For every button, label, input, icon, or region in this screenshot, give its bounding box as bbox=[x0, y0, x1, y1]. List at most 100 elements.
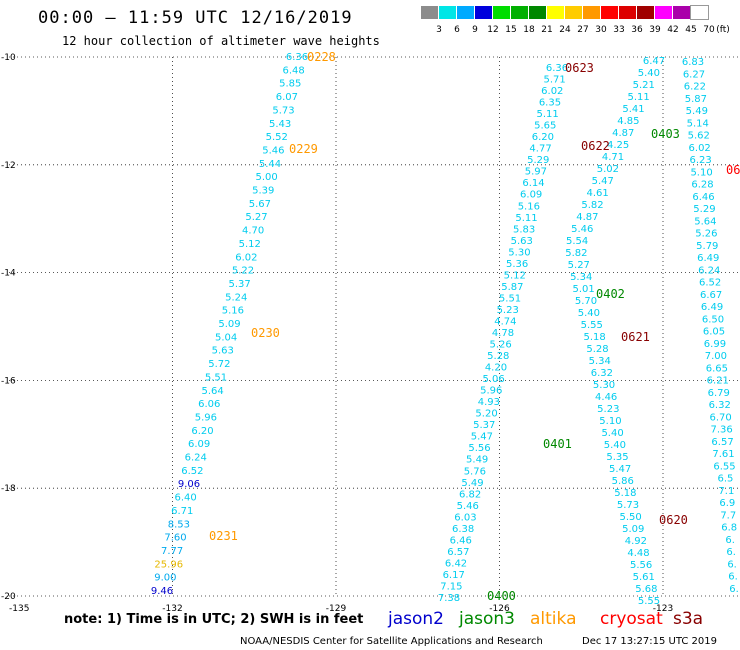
wave-height-label: 7.15 bbox=[440, 581, 462, 592]
wave-height-label: 6.32 bbox=[591, 368, 613, 379]
latitude-tick-label: -18 bbox=[1, 484, 16, 494]
wave-height-label: 5.26 bbox=[490, 340, 512, 351]
wave-height-label: 6.55 bbox=[713, 461, 735, 472]
wave-height-label: 5.41 bbox=[622, 104, 644, 115]
wave-height-label: 5.29 bbox=[527, 155, 549, 166]
map-subtitle: 12 hour collection of altimeter wave hei… bbox=[62, 34, 380, 48]
legend-swatch bbox=[511, 6, 528, 19]
wave-height-label: 5.06 bbox=[482, 374, 504, 385]
wave-height-label: 6.47 bbox=[643, 56, 665, 67]
wave-height-label: 5.26 bbox=[695, 229, 717, 240]
wave-height-label: 4.25 bbox=[607, 140, 629, 151]
wave-height-label: 6.46 bbox=[450, 535, 472, 546]
wave-height-label: 6.67 bbox=[700, 290, 722, 301]
legend-jason3: jason3 bbox=[459, 609, 515, 629]
wave-height-label: 5.01 bbox=[572, 284, 594, 295]
legend-level-label: 36 bbox=[631, 25, 643, 35]
legend-level-label: 15 bbox=[505, 25, 517, 35]
wave-height-label: 4.92 bbox=[625, 536, 647, 547]
wave-height-label: 4.85 bbox=[617, 116, 639, 127]
wave-height-label: 5.21 bbox=[633, 80, 655, 91]
wave-height-label: 5.16 bbox=[222, 306, 244, 317]
wave-height-label: 6.17 bbox=[443, 570, 465, 581]
wave-height-label: 5.27 bbox=[245, 212, 267, 223]
wave-height-label: 4.93 bbox=[478, 397, 500, 408]
wave-height-label: 5.87 bbox=[501, 282, 523, 293]
wave-height-label: 4.71 bbox=[602, 152, 624, 163]
legend-swatch bbox=[655, 6, 672, 19]
wave-height-label: 6.20 bbox=[191, 426, 213, 437]
wave-height-label: 6.35 bbox=[539, 98, 561, 109]
pass-time-label: 0230 bbox=[251, 326, 280, 340]
pass-time-label: 0622 bbox=[581, 139, 610, 153]
wave-height-label: 6. bbox=[728, 572, 738, 583]
legend-swatch bbox=[547, 6, 564, 19]
legend-swatch bbox=[601, 6, 618, 19]
legend-level-label: 42 bbox=[667, 25, 679, 35]
wave-height-label: 6.02 bbox=[235, 252, 257, 263]
wave-height-label: 5.97 bbox=[525, 167, 547, 178]
legend-swatch bbox=[457, 6, 474, 19]
legend-level-label: 24 bbox=[559, 25, 571, 35]
wave-height-label: 5.10 bbox=[599, 416, 621, 427]
pass-time-label: 0620 bbox=[659, 513, 688, 527]
wave-height-label: 5.83 bbox=[513, 224, 535, 235]
wave-height-label: 5.30 bbox=[593, 380, 615, 391]
legend-level-label: 30 bbox=[595, 25, 607, 35]
wave-height-label: 5.44 bbox=[259, 159, 281, 170]
wave-height-label: 5.47 bbox=[609, 464, 631, 475]
wave-height-label: 5.54 bbox=[566, 236, 588, 247]
wave-height-label: 6.57 bbox=[447, 547, 469, 558]
wave-height-label: 5.18 bbox=[584, 332, 606, 343]
wave-height-label: 7.77 bbox=[161, 546, 183, 557]
wave-height-label: 5.68 bbox=[635, 584, 657, 595]
pass-time-label: 0401 bbox=[543, 437, 572, 451]
wave-height-label: 5.34 bbox=[589, 356, 611, 367]
wave-height-label: 6.07 bbox=[276, 92, 298, 103]
wave-height-label: 4.77 bbox=[529, 144, 551, 155]
wave-height-label: 5.65 bbox=[534, 121, 556, 132]
wave-height-label: 6.02 bbox=[541, 86, 563, 97]
wave-height-label: 6. bbox=[725, 535, 735, 546]
wave-height-label: 5.40 bbox=[638, 68, 660, 79]
legend-level-label: 12 bbox=[487, 25, 499, 35]
wave-height-label: 6.52 bbox=[181, 466, 203, 477]
wave-height-label: 6.70 bbox=[710, 412, 732, 423]
legend-swatch bbox=[690, 5, 709, 20]
legend-level-label: 9 bbox=[472, 25, 478, 35]
wave-height-label: 5.00 bbox=[255, 172, 277, 183]
wave-height-label: 6.09 bbox=[520, 190, 542, 201]
wave-height-label: 6.46 bbox=[692, 192, 714, 203]
legend-swatch bbox=[637, 6, 654, 19]
wave-height-label: 5.02 bbox=[597, 164, 619, 175]
wave-height-label: 5.28 bbox=[487, 351, 509, 362]
wave-height-label: 5.51 bbox=[205, 372, 227, 383]
wave-height-label: 4.48 bbox=[627, 548, 649, 559]
longitude-tick-label: -123 bbox=[653, 604, 673, 614]
legend-level-label: 3 bbox=[436, 25, 442, 35]
legend-level-label: 70 bbox=[703, 25, 715, 35]
wave-height-label: 5.09 bbox=[622, 524, 644, 535]
wave-height-label: 5.47 bbox=[592, 176, 614, 187]
wave-height-label: 5.61 bbox=[633, 572, 655, 583]
wave-height-label: 5.63 bbox=[212, 346, 234, 357]
wave-height-label: 5.47 bbox=[471, 432, 493, 443]
wave-height-label: 6.52 bbox=[699, 278, 721, 289]
wave-height-label: 6.49 bbox=[697, 253, 719, 264]
wave-height-label: 5.40 bbox=[604, 440, 626, 451]
map-title: 00:00 – 11:59 UTC 12/16/2019 bbox=[38, 8, 353, 28]
wave-height-label: 6.65 bbox=[706, 363, 728, 374]
wave-height-label: 6.20 bbox=[532, 132, 554, 143]
wave-height-label: 5.49 bbox=[466, 455, 488, 466]
pass-time-label: 0400 bbox=[487, 589, 516, 603]
wave-height-label: 6.05 bbox=[703, 327, 725, 338]
wave-height-label: 5.23 bbox=[597, 404, 619, 415]
pass-time-label: 0621 bbox=[621, 330, 650, 344]
wave-height-label: 7.61 bbox=[712, 449, 734, 460]
wave-height-label: 5.11 bbox=[627, 92, 649, 103]
wave-height-label: 4.78 bbox=[492, 328, 514, 339]
wave-height-label: 6.40 bbox=[174, 493, 196, 504]
wave-height-label: 4.87 bbox=[612, 128, 634, 139]
wave-height-label: 6. bbox=[726, 547, 736, 558]
wave-height-label: 6.99 bbox=[704, 339, 726, 350]
